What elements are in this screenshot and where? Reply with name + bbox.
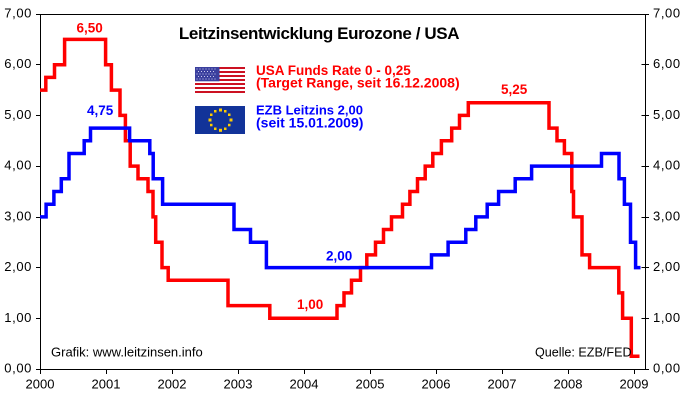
svg-text:2006: 2006 xyxy=(422,377,451,392)
svg-text:4,00: 4,00 xyxy=(653,158,681,173)
svg-text:(seit 15.01.2009): (seit 15.01.2009) xyxy=(256,115,363,131)
svg-text:0,00: 0,00 xyxy=(653,361,681,376)
svg-text:3,00: 3,00 xyxy=(653,208,681,223)
svg-text:2007: 2007 xyxy=(488,377,517,392)
svg-text:2,00: 2,00 xyxy=(326,249,352,264)
svg-text:2,00: 2,00 xyxy=(4,259,32,274)
svg-text:2004: 2004 xyxy=(290,377,319,392)
svg-text:5,00: 5,00 xyxy=(653,107,681,122)
svg-text:USA Funds Rate 0 - 0,25: USA Funds Rate 0 - 0,25 xyxy=(256,63,411,78)
svg-text:4,75: 4,75 xyxy=(87,103,114,118)
svg-text:1,00: 1,00 xyxy=(297,297,323,312)
svg-text:2,00: 2,00 xyxy=(653,259,681,274)
svg-text:Leitzinsentwicklung Eurozone /: Leitzinsentwicklung Eurozone / USA xyxy=(179,24,459,43)
svg-text:2009: 2009 xyxy=(620,377,649,392)
svg-text:(Target Range, seit 16.12.2008: (Target Range, seit 16.12.2008) xyxy=(256,75,460,91)
svg-text:6,00: 6,00 xyxy=(4,56,32,71)
svg-text:0,00: 0,00 xyxy=(4,361,32,376)
svg-text:6,50: 6,50 xyxy=(77,21,103,36)
svg-text:5,00: 5,00 xyxy=(4,107,32,122)
svg-text:2002: 2002 xyxy=(158,377,187,392)
svg-text:2001: 2001 xyxy=(92,377,121,392)
svg-text:Grafik: www.leitzinsen.info: Grafik: www.leitzinsen.info xyxy=(51,345,203,360)
svg-text:2008: 2008 xyxy=(554,377,583,392)
svg-text:1,00: 1,00 xyxy=(653,310,681,325)
svg-text:2000: 2000 xyxy=(26,377,55,392)
svg-text:7,00: 7,00 xyxy=(4,6,32,21)
svg-text:3,00: 3,00 xyxy=(4,208,32,223)
svg-text:EZB Leitzins 2,00: EZB Leitzins 2,00 xyxy=(256,103,363,118)
svg-text:4,00: 4,00 xyxy=(4,158,32,173)
svg-text:2003: 2003 xyxy=(224,377,253,392)
svg-text:7,00: 7,00 xyxy=(653,6,681,21)
svg-text:Quelle: EZB/FED: Quelle: EZB/FED xyxy=(535,346,632,360)
svg-text:2005: 2005 xyxy=(356,377,385,392)
svg-text:1,00: 1,00 xyxy=(4,310,32,325)
svg-text:6,00: 6,00 xyxy=(653,56,681,71)
svg-text:5,25: 5,25 xyxy=(501,82,528,97)
